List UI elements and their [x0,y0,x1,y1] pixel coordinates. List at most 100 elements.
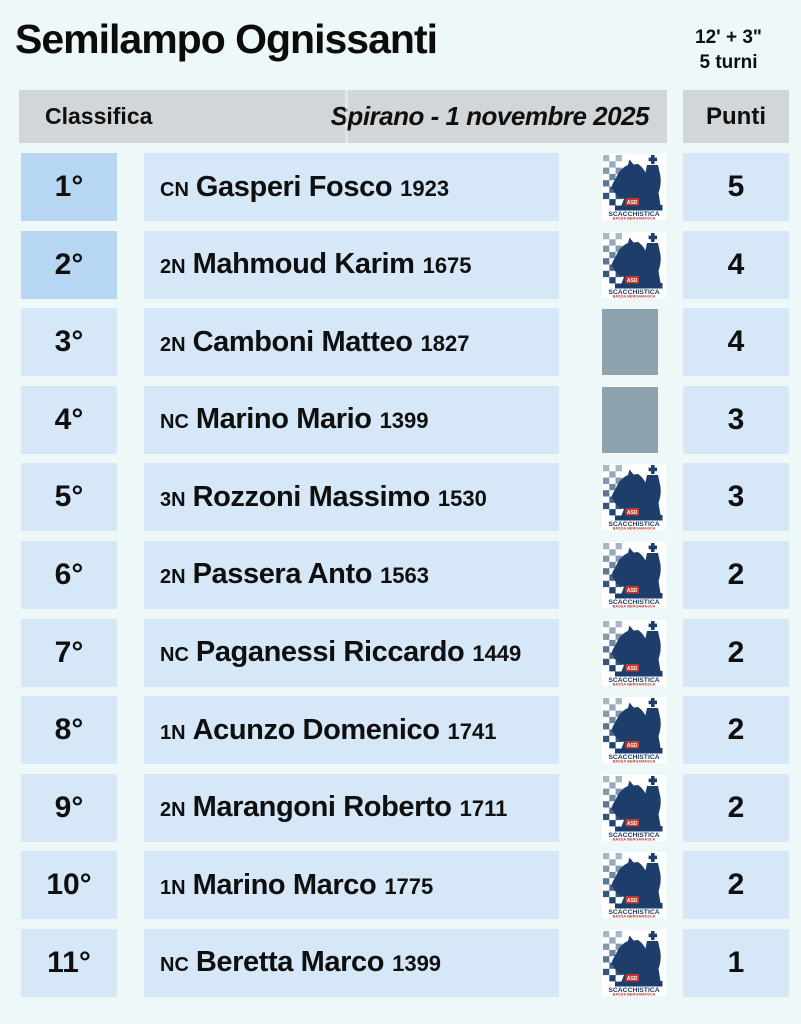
rank-cell: 8° [21,696,117,765]
player-rating: 1530 [437,485,487,511]
asd-badge: ASD [625,818,639,827]
club-name-line2: BASSA BERGAMASCA [613,836,656,840]
player-name: Paganessi Riccardo [195,636,465,669]
club-name-line2: BASSA BERGAMASCA [613,604,656,608]
player-cell: NC Beretta Marco 1399 [144,928,559,997]
player-category: 2N [160,799,186,822]
club-name-line2: BASSA BERGAMASCA [613,216,656,220]
chess-club-logo-icon: ASD SCACCHISTICA BASSA BERGAMASCA [602,697,666,764]
player-rating: 1563 [380,563,430,589]
rank-cell: 2° [21,230,117,299]
knight-icon [611,780,649,832]
player-name: Beretta Marco [195,946,385,979]
time-control: 12' + 3" [695,27,762,48]
points-cell: 2 [683,773,789,842]
knight-icon [611,625,649,677]
tournament-info: 12' + 3" 5 turni [666,25,791,75]
table-row: 10° 1N Marino Marco 1775 [0,851,801,920]
player-rating: 1775 [384,873,434,899]
rank-cell: 1° [21,153,117,221]
knight-icon [611,857,649,909]
player-name: Marangoni Roberto [192,791,452,824]
club-logo-cell: ASD SCACCHISTICA BASSA BERGAMASCA [602,774,666,842]
club-logo-cell: ASD SCACCHISTICA BASSA BERGAMASCA [602,929,666,997]
player-cell: 2N Marangoni Roberto 1711 [144,773,559,842]
standings-list: 1° CN Gasperi Fosco 1923 [0,153,801,1007]
page-title: Semilampo Ognissanti [15,16,438,62]
asd-label: ASD [627,665,638,671]
club-logo-cell: ASD SCACCHISTICA BASSA BERGAMASCA [602,851,666,919]
player-rating: 1675 [422,253,472,279]
player-cell: NC Marino Mario 1399 [144,385,559,454]
club-name-line2: BASSA BERGAMASCA [613,293,656,297]
points-cell: 3 [683,463,789,532]
player-line: 2N Camboni Matteo 1827 [160,326,470,359]
logo-placeholder [602,386,658,453]
player-rating: 1827 [420,330,470,356]
club-name-line1: SCACCHISTICA [608,832,659,839]
knight-icon [611,935,649,987]
player-rating: 1741 [447,718,497,744]
rank-cell: 3° [21,308,117,377]
asd-label: ASD [627,200,638,206]
player-line: NC Marino Mario 1399 [160,403,429,436]
table-row: 7° NC Paganessi Riccardo 1449 [0,618,801,687]
player-category: NC [160,954,189,977]
rank-cell: 4° [21,385,117,454]
chess-club-logo-icon: ASD SCACCHISTICA BASSA BERGAMASCA [602,929,666,996]
points-cell: 2 [683,696,789,765]
chess-club-logo-icon: ASD SCACCHISTICA BASSA BERGAMASCA [602,154,666,220]
player-category: NC [160,644,189,667]
table-row: 9° 2N Marangoni Roberto 1711 [0,773,801,842]
player-line: NC Beretta Marco 1399 [160,946,441,979]
club-name-line1: SCACCHISTICA [608,599,659,606]
player-cell: 2N Camboni Matteo 1827 [144,308,559,377]
event-location-date: Spirano - 1 novembre 2025 [330,101,650,131]
club-logo-cell: ASD SCACCHISTICA BASSA BERGAMASCA [602,619,666,687]
chess-club-logo-icon: ASD SCACCHISTICA BASSA BERGAMASCA [602,774,666,841]
club-name-line1: SCACCHISTICA [608,909,659,916]
club-logo-cell: ASD SCACCHISTICA BASSA BERGAMASCA [602,308,666,376]
asd-label: ASD [627,898,638,904]
table-row: 5° 3N Rozzoni Massimo 1530 [0,463,801,532]
club-name-line1: SCACCHISTICA [608,288,659,295]
player-cell: CN Gasperi Fosco 1923 [144,153,559,221]
player-line: 2N Mahmoud Karim 1675 [160,248,472,281]
club-name-line1: SCACCHISTICA [608,676,659,683]
asd-label: ASD [627,743,638,749]
header-bar-divider [345,90,348,143]
club-logo-cell: ASD SCACCHISTICA BASSA BERGAMASCA [602,386,666,454]
player-line: CN Gasperi Fosco 1923 [160,171,449,204]
points-cell: 1 [683,928,789,997]
player-name: Gasperi Fosco [195,170,393,203]
player-line: 2N Passera Anto 1563 [160,558,429,591]
club-name-line2: BASSA BERGAMASCA [613,914,656,918]
asd-badge: ASD [625,896,639,904]
rank-cell: 7° [21,618,117,687]
player-cell: 3N Rozzoni Massimo 1530 [144,463,559,532]
asd-badge: ASD [625,508,639,516]
table-row: 6° 2N Passera Anto 1563 [0,540,801,609]
player-name: Marino Marco [192,868,377,901]
logo-placeholder [602,309,658,376]
player-line: 3N Rozzoni Massimo 1530 [160,481,487,514]
player-category: CN [160,178,189,201]
player-cell: 2N Mahmoud Karim 1675 [144,230,559,299]
club-logo-cell: ASD SCACCHISTICA BASSA BERGAMASCA [602,463,666,531]
asd-badge: ASD [625,275,639,283]
table-row: 1° CN Gasperi Fosco 1923 [0,153,801,221]
points-column-header: Punti [683,90,789,143]
player-rating: 1711 [459,796,508,822]
player-name: Rozzoni Massimo [192,480,431,513]
player-line: 1N Marino Marco 1775 [160,869,433,902]
asd-badge: ASD [625,585,639,594]
table-row: 3° 2N Camboni Matteo 1827 [0,308,801,377]
points-cell: 4 [683,308,789,377]
player-line: 1N Acunzo Domenico 1741 [160,714,497,747]
table-row: 11° NC Beretta Marco 1399 [0,928,801,997]
player-category: 3N [160,488,186,511]
player-line: 2N Marangoni Roberto 1711 [160,791,507,824]
player-cell: NC Paganessi Riccardo 1449 [144,618,559,687]
points-cell: 2 [683,618,789,687]
